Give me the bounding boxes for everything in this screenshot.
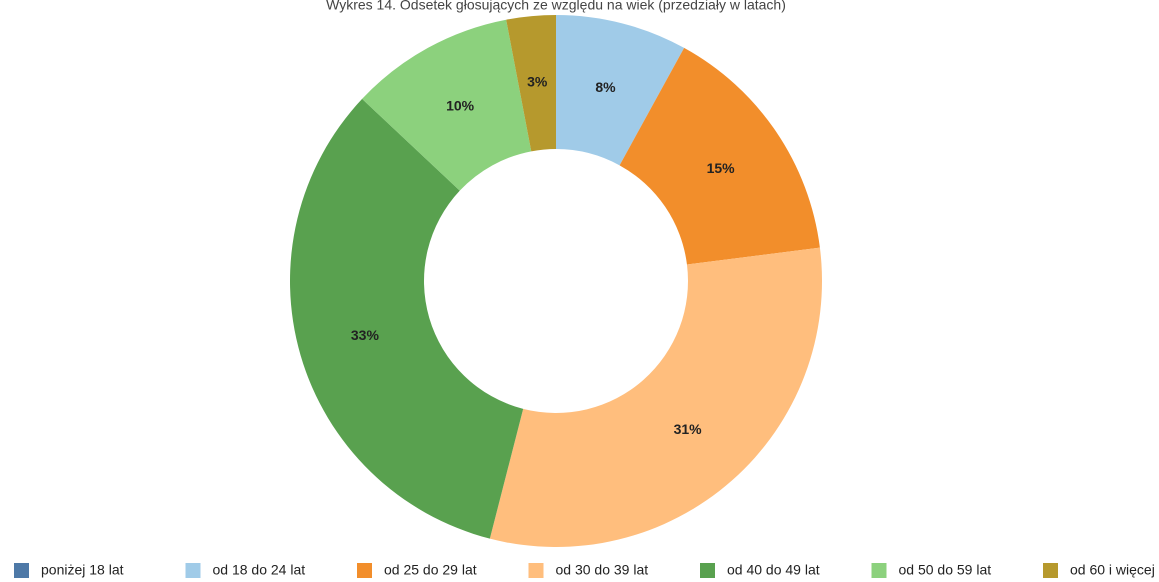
- donut-slice: [362, 19, 532, 191]
- legend-label: od 25 do 29 lat: [384, 562, 477, 578]
- donut-slice: [556, 15, 685, 166]
- donut-slice: [506, 15, 556, 152]
- data-label: 3%: [527, 74, 548, 90]
- donut-slice: [619, 47, 820, 265]
- legend-label: od 40 do 49 lat: [727, 562, 820, 578]
- donut-slice: [489, 247, 823, 547]
- legend-swatch: [14, 563, 29, 578]
- legend-label: poniżej 18 lat: [41, 562, 124, 578]
- data-label: 8%: [595, 79, 616, 95]
- legend-swatch: [185, 563, 201, 578]
- data-label: 10%: [446, 97, 475, 113]
- data-label: 15%: [707, 160, 736, 176]
- chart-title: Wykres 14. Odsetek głosujących ze względ…: [326, 0, 786, 13]
- legend-label: od 60 i więcej: [1070, 562, 1155, 578]
- legend-swatch: [1043, 563, 1058, 578]
- legend-swatch: [357, 563, 372, 578]
- data-label: 33%: [351, 327, 380, 343]
- legend-swatch: [528, 563, 544, 578]
- legend-swatch: [700, 563, 715, 578]
- data-label: 31%: [674, 421, 703, 437]
- donut-slice: [290, 98, 524, 539]
- legend-label: od 30 do 39 lat: [556, 562, 649, 578]
- legend-label: od 50 do 59 lat: [899, 562, 992, 578]
- legend-label: od 18 do 24 lat: [213, 562, 306, 578]
- legend-swatch: [871, 563, 887, 578]
